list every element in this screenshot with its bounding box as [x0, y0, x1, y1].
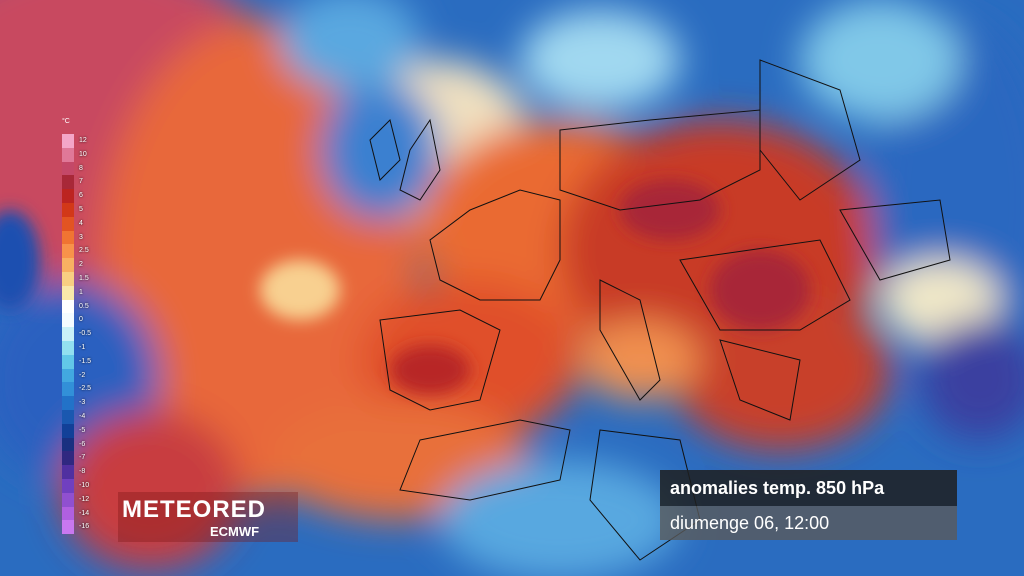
legend-label: 1.5 — [79, 275, 89, 282]
legend-label: 5 — [79, 206, 83, 213]
legend-label: -8 — [79, 468, 86, 476]
legend-label: -7 — [79, 454, 86, 462]
legend-label: 10 — [79, 150, 87, 158]
legend-entry: -0.5 — [60, 327, 100, 341]
legend-label: -14 — [79, 509, 90, 517]
legend-entry: 2.5 — [60, 244, 100, 259]
legend-label: -3 — [79, 399, 86, 407]
legend-swatch — [62, 465, 74, 479]
legend-swatch — [62, 258, 74, 272]
legend-swatch — [62, 423, 74, 438]
legend-label: -4 — [79, 413, 86, 420]
legend-label: -1 — [79, 344, 86, 351]
legend-swatch — [62, 216, 74, 231]
legend-swatch — [62, 368, 74, 383]
legend-entry: -4 — [60, 410, 100, 424]
map-time: diumenge 06, 12:00 — [660, 506, 957, 540]
legend-label: 0 — [79, 316, 83, 324]
legend-entry: -2.5 — [60, 382, 100, 397]
legend-label: 2.5 — [79, 247, 89, 255]
legend-entry: -2 — [60, 368, 100, 383]
legend-label: 6 — [79, 192, 83, 200]
map-title: anomalies temp. 850 hPa — [660, 470, 957, 506]
legend-label: 8 — [79, 164, 83, 172]
legend-entry: 0.5 — [60, 299, 100, 314]
legend-entry: 10 — [60, 147, 100, 162]
legend-label: -5 — [79, 426, 86, 434]
legend-entry: 2 — [60, 258, 100, 272]
legend-label: -16 — [79, 523, 90, 531]
legend-swatch — [62, 479, 74, 493]
logo: METEORED ECMWF — [118, 492, 298, 542]
legend-swatch — [62, 410, 74, 424]
logo-brand: METEORED — [122, 496, 267, 523]
legend-label: -10 — [79, 482, 90, 489]
legend-unit: °C — [62, 118, 70, 125]
legend-swatch — [62, 161, 74, 176]
legend-entry: 3 — [60, 230, 100, 245]
legend-entry: 6 — [60, 189, 100, 203]
legend-label: 0.5 — [79, 302, 89, 310]
borders — [369, 59, 951, 561]
legend-label: 3 — [79, 233, 83, 241]
legend-entry: -8 — [60, 465, 100, 479]
legend-label: 1 — [79, 288, 83, 296]
legend-label: -0.5 — [79, 330, 92, 338]
legend-label: 7 — [79, 178, 83, 186]
legend-swatch — [62, 203, 74, 217]
legend-swatch — [62, 327, 74, 341]
legend-entry: -10 — [60, 479, 100, 493]
legend-swatch — [62, 175, 74, 190]
legend-entry: 1 — [60, 285, 100, 300]
legend-entry: -1.5 — [60, 354, 100, 369]
legend-swatch — [62, 313, 74, 328]
legend-entry: -7 — [60, 451, 100, 466]
legend-swatch — [62, 396, 74, 410]
legend-entry: -12 — [60, 492, 100, 507]
legend-entry: -16 — [60, 520, 100, 535]
legend-swatch — [62, 520, 74, 535]
legend-swatch — [62, 244, 74, 259]
legend-entry: 1.5 — [60, 272, 100, 286]
legend-entry: 0 — [60, 313, 100, 328]
legend-label: 2 — [79, 261, 83, 269]
legend-swatch — [62, 230, 74, 245]
legend-swatch — [62, 354, 74, 369]
legend-entry: 12 — [60, 134, 100, 148]
legend-label: -6 — [79, 440, 86, 448]
legend-swatch — [62, 189, 74, 203]
legend-entry: 8 — [60, 161, 100, 176]
legend-swatch — [62, 382, 74, 397]
legend-swatch — [62, 341, 74, 355]
legend-label: 12 — [79, 137, 87, 144]
legend-swatch — [62, 272, 74, 286]
legend-entry: -3 — [60, 396, 100, 410]
legend-swatch — [62, 299, 74, 314]
anomaly-detail — [0, 180, 810, 395]
legend-label: -2 — [79, 371, 86, 379]
legend-entry: 5 — [60, 203, 100, 217]
legend-label: -1.5 — [79, 357, 92, 365]
legend-entry: -6 — [60, 437, 100, 452]
legend-swatch — [62, 506, 74, 521]
legend-entry: -1 — [60, 341, 100, 355]
legend-entry: 7 — [60, 175, 100, 190]
legend-entry: 4 — [60, 216, 100, 231]
legend-swatch — [62, 451, 74, 466]
legend-label: -12 — [79, 495, 90, 503]
legend-label: -2.5 — [79, 385, 92, 393]
legend-swatch — [62, 147, 74, 162]
info-box: anomalies temp. 850 hPa diumenge 06, 12:… — [660, 470, 957, 540]
legend-entry: -14 — [60, 506, 100, 521]
legend-swatch — [62, 437, 74, 452]
legend-swatch — [62, 134, 74, 148]
legend-entry: -5 — [60, 423, 100, 438]
legend-label: 4 — [79, 219, 83, 227]
legend-swatch — [62, 285, 74, 300]
logo-source: ECMWF — [210, 524, 260, 539]
legend-swatch — [62, 492, 74, 507]
